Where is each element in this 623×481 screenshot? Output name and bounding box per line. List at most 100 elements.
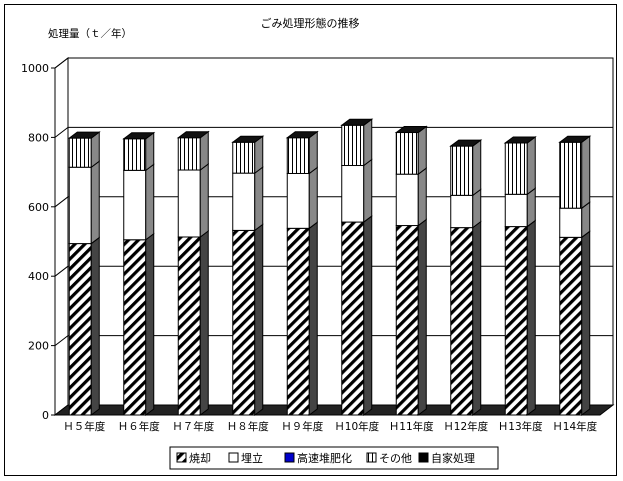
bar-side	[90, 160, 100, 245]
bar-segment	[232, 166, 264, 232]
bar-top	[176, 131, 210, 139]
x-category-label: Ｈ６年度	[118, 420, 160, 433]
y-tick-label: 0	[42, 409, 49, 422]
bar-side	[417, 167, 427, 227]
legend-label: 自家処理	[431, 451, 475, 465]
bar-segment	[341, 215, 373, 416]
bar-front	[341, 221, 365, 416]
x-category-label: Ｈ11年度	[389, 420, 434, 433]
bar-segment	[68, 236, 100, 416]
bar-segment	[286, 166, 318, 230]
bar-front	[559, 207, 583, 238]
y-tick-labels: 0 200 400 600 800 1000	[21, 62, 49, 422]
bar-side	[526, 219, 536, 416]
x-category-label: Ｈ９年度	[281, 420, 323, 433]
gridline-side	[54, 265, 69, 277]
y-tick-label: 600	[28, 201, 49, 214]
bar-front	[68, 166, 92, 245]
legend-swatch	[176, 452, 187, 463]
bar-side	[254, 223, 264, 416]
bar-side	[199, 130, 209, 172]
bar-side	[417, 218, 427, 416]
bar-front	[341, 165, 365, 223]
bar-front	[395, 225, 419, 416]
bar-front	[232, 172, 256, 231]
bar-top	[394, 126, 428, 134]
bar-top	[449, 139, 483, 147]
x-category-label: Ｈ14年度	[552, 420, 597, 433]
bar-front	[450, 145, 474, 196]
chart-title: ごみ処理形態の推移	[261, 16, 360, 30]
legend: 焼却 埋立 高速堆肥化 その他 自家処理	[169, 446, 499, 470]
bar-front	[341, 124, 365, 167]
bar-side	[308, 221, 318, 416]
bar-front	[504, 226, 528, 416]
bar-segment	[450, 139, 482, 197]
bar-side	[90, 236, 100, 416]
bar-front	[559, 141, 583, 209]
bar-front	[177, 236, 201, 416]
bar-segment	[559, 135, 591, 210]
y-tick-label: 800	[28, 131, 49, 144]
legend-swatch	[366, 452, 377, 463]
y-tick-label: 400	[28, 270, 49, 283]
bar-side	[526, 187, 536, 228]
bar-front	[286, 172, 310, 229]
bar-segment	[177, 130, 209, 172]
bar-front	[232, 141, 256, 174]
bar-front	[450, 227, 474, 416]
bar-segment	[68, 160, 100, 245]
bar-segment	[395, 218, 427, 416]
bar-segment	[177, 229, 209, 416]
gridline-side	[54, 57, 69, 69]
bar-segment	[450, 220, 482, 416]
gridline-side	[54, 127, 69, 138]
bar-front	[123, 169, 147, 241]
legend-label: 埋立	[241, 451, 263, 465]
bar-top	[340, 118, 374, 126]
bar-front	[123, 239, 147, 416]
bar-segment	[395, 125, 427, 176]
bar-top	[122, 132, 156, 140]
bar-segment	[286, 130, 318, 175]
bar-side	[417, 125, 427, 176]
x-category-label: Ｈ10年度	[334, 420, 379, 433]
bar-front	[177, 169, 201, 238]
bar-front	[123, 138, 147, 171]
bar-front	[68, 137, 92, 168]
bar-front	[504, 193, 528, 228]
bar-side	[363, 215, 373, 416]
bar-segment	[177, 163, 209, 238]
bar-segment	[341, 118, 373, 167]
bar-side	[472, 139, 482, 197]
bar-front	[395, 132, 419, 175]
bar-side	[308, 166, 318, 230]
bar-segment	[123, 163, 155, 241]
bar-segment	[68, 131, 100, 169]
bar-side	[363, 158, 373, 224]
bar-side	[308, 130, 318, 175]
bar-segment	[395, 167, 427, 227]
bar-segment	[232, 223, 264, 416]
bar-front	[177, 137, 201, 171]
bar-top	[503, 136, 537, 144]
bar-top	[67, 131, 101, 139]
bar-top	[558, 135, 592, 143]
legend-label: その他	[379, 452, 412, 465]
x-category-label: Ｈ13年度	[498, 420, 543, 433]
x-category-label: Ｈ12年度	[443, 420, 488, 433]
bar-front	[232, 229, 256, 416]
bar-side	[199, 163, 209, 238]
bar-side	[526, 135, 536, 196]
bar-side	[199, 229, 209, 416]
legend-swatch	[284, 452, 295, 463]
bar-front	[504, 142, 528, 195]
x-category-label: Ｈ５年度	[63, 420, 105, 433]
gridline-side	[54, 196, 69, 208]
bar-side	[581, 230, 591, 416]
x-category-labels: Ｈ５年度 Ｈ６年度 Ｈ７年度 Ｈ８年度 Ｈ９年度 Ｈ10年度 Ｈ11年度 Ｈ12年度 Ｈ13年度…	[63, 420, 597, 433]
bar-side	[145, 232, 155, 416]
bar-side	[363, 118, 373, 167]
bar-segment	[504, 219, 536, 416]
